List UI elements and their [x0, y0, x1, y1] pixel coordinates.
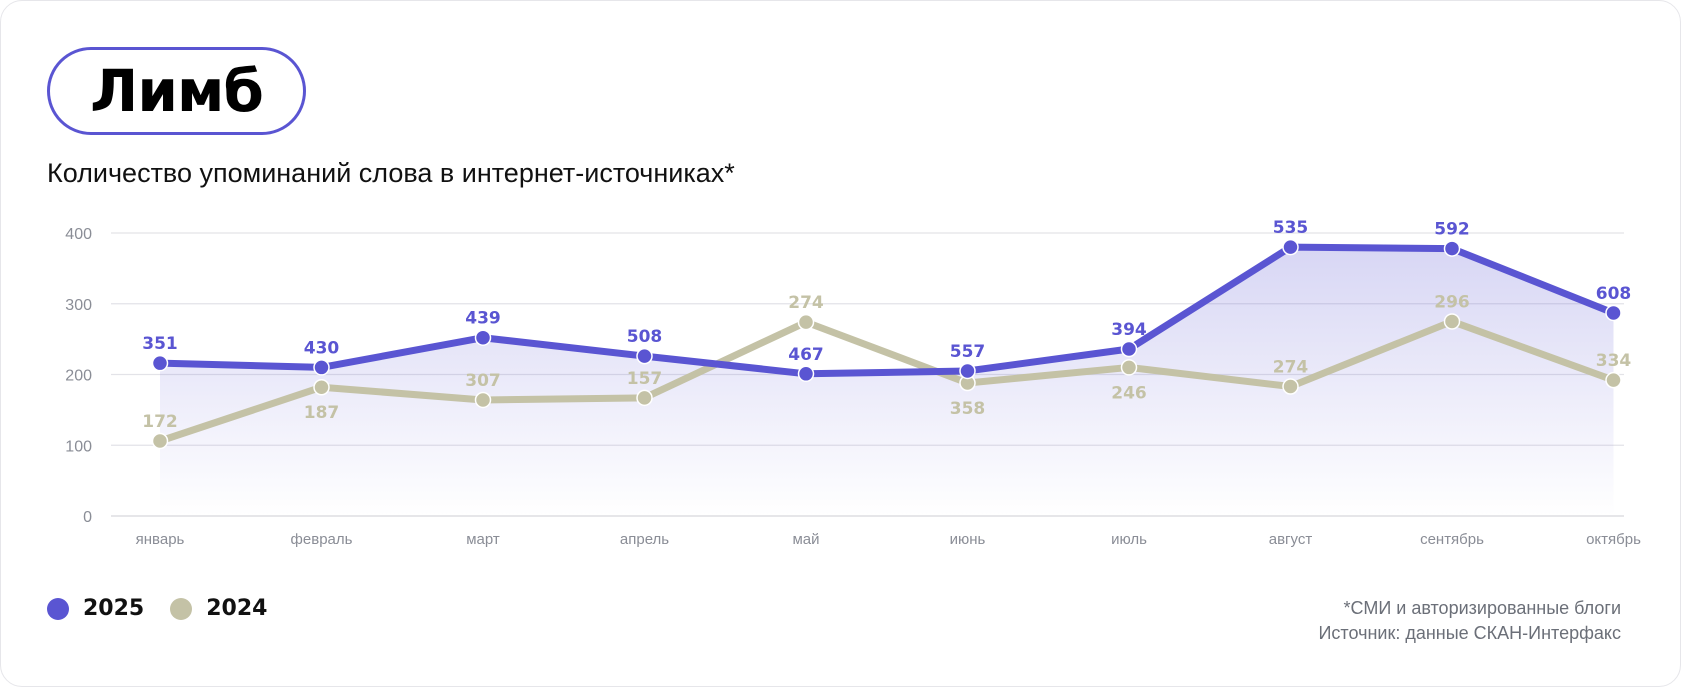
data-label-2025: 439: [465, 309, 501, 329]
x-tick-label: август: [1269, 531, 1313, 548]
y-tick-label: 100: [65, 438, 92, 455]
data-label-2024: 187: [304, 403, 340, 423]
y-tick-label: 0: [83, 509, 92, 526]
data-point-2024: [1443, 313, 1461, 330]
legend-swatch-2024: [170, 597, 193, 620]
x-tick-label: февраль: [291, 531, 353, 548]
x-tick-label: апрель: [620, 531, 669, 548]
data-label-2024: 274: [1273, 358, 1309, 378]
x-tick-label: сентябрь: [1420, 531, 1484, 548]
data-label-2025: 557: [950, 342, 986, 362]
data-label-2024: 358: [950, 399, 986, 419]
data-label-2024: 157: [627, 369, 663, 389]
data-point-2025: [1443, 240, 1461, 257]
data-label-2025: 351: [142, 334, 178, 354]
x-tick-label: май: [792, 531, 819, 548]
footnotes: *СМИ и авторизированные блоги Источник: …: [1318, 596, 1621, 646]
x-tick-label: октябрь: [1586, 531, 1641, 548]
data-label-2024: 172: [142, 412, 178, 432]
chart-subtitle: Количество упоминаний слова в интернет-и…: [47, 158, 735, 188]
legend: 2025 2024: [47, 596, 293, 621]
x-tick-label: март: [466, 531, 500, 548]
legend-label-2024: 2024: [206, 596, 268, 621]
data-point-2025: [1120, 340, 1138, 358]
data-point-2024: [797, 313, 815, 331]
data-point-2025: [1282, 238, 1299, 256]
legend-item-2025: 2025: [47, 596, 144, 621]
series-line-2025: [156, 243, 1617, 378]
data-point-2024: [1282, 378, 1299, 395]
x-tick-label: июнь: [950, 531, 986, 548]
data-label-2025: 394: [1111, 320, 1147, 340]
x-axis-ticks: январь февраль март апрель май июнь июль август…: [136, 531, 1641, 548]
title-badge: Лимб: [47, 47, 306, 135]
data-label-2025: 535: [1273, 218, 1309, 238]
data-point-2025: [797, 365, 815, 383]
data-label-2024: 296: [1434, 292, 1470, 312]
data-label-2024: 334: [1596, 351, 1632, 371]
footnote-media: *СМИ и авторизированные блоги: [1343, 598, 1621, 618]
area-2025: [160, 247, 1614, 516]
data-point-2024: [1120, 359, 1138, 376]
footnote-source: Источник: данные СКАН-Интерфакс: [1318, 623, 1621, 643]
data-point-2024: [1605, 371, 1622, 389]
data-label-2024: 246: [1111, 383, 1147, 403]
data-point-2024: [313, 378, 330, 396]
data-point-2024: [636, 389, 653, 407]
data-label-2025: 467: [788, 345, 824, 365]
label-layer: 172 187 307 157 274 358 246 274 296 334 351 430 439 5…: [142, 218, 1631, 432]
data-point-2025: [959, 362, 976, 380]
data-label-2024: 307: [465, 371, 501, 391]
data-point-2024: [474, 391, 492, 409]
data-label-2025: 508: [627, 327, 663, 347]
area-layer: [160, 247, 1614, 516]
legend-label-2025: 2025: [83, 596, 145, 621]
legend-swatch-2025: [47, 597, 69, 620]
data-point-2024: [151, 432, 169, 450]
data-label-2025: 430: [304, 338, 340, 358]
data-point-2025: [313, 359, 330, 376]
series-layer: [151, 238, 1622, 450]
data-label-2024: 274: [788, 293, 824, 313]
series-line-2024: [156, 317, 1617, 445]
line-chart: 0 100 200 300 400 172 187 307 157 274 358 246 274 29…: [65, 218, 1641, 548]
y-tick-label: 300: [65, 297, 92, 314]
data-point-2025: [1605, 304, 1622, 322]
data-point-2025: [151, 354, 169, 372]
y-tick-label: 200: [65, 368, 92, 385]
x-tick-label: январь: [136, 531, 185, 548]
data-point-2025: [474, 329, 492, 346]
x-tick-label: июль: [1111, 531, 1147, 548]
legend-item-2024: 2024: [170, 596, 267, 621]
data-point-2025: [636, 347, 653, 365]
y-tick-label: 400: [65, 226, 92, 243]
data-label-2025: 608: [1596, 284, 1632, 304]
data-label-2025: 592: [1434, 220, 1470, 240]
